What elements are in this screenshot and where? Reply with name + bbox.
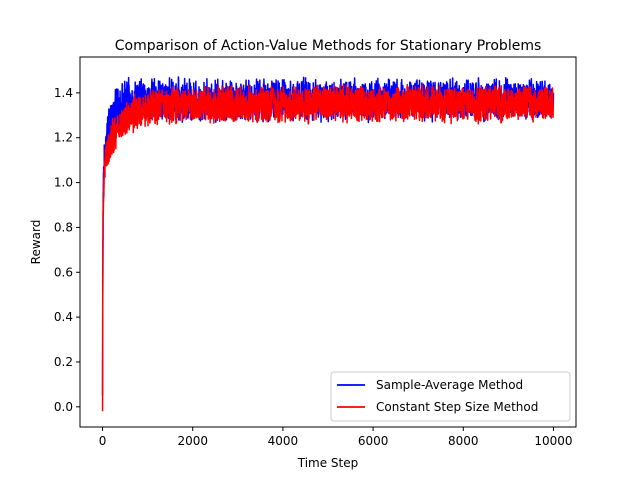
y-tick-label: 0.0 [54, 400, 73, 414]
legend-label-sample-average: Sample-Average Method [376, 378, 523, 392]
x-tick-label: 8000 [448, 434, 479, 448]
x-tick-label: 4000 [268, 434, 299, 448]
x-tick-label: 2000 [177, 434, 208, 448]
y-tick-label: 0.4 [54, 310, 73, 324]
x-axis-label: Time Step [297, 456, 359, 470]
y-tick-label: 0.8 [54, 220, 73, 234]
y-tick-label: 1.2 [54, 131, 73, 145]
legend: Sample-Average Method Constant Step Size… [330, 371, 571, 422]
y-tick-label: 0.2 [54, 355, 73, 369]
series-line-constant-step [101, 83, 555, 412]
x-tick-label: 6000 [358, 434, 389, 448]
x-tick-label: 0 [99, 434, 107, 448]
chart-title: Comparison of Action-Value Methods for S… [115, 38, 542, 54]
axes-frame [79, 56, 577, 428]
y-axis: 0.0 0.2 0.4 0.6 0.8 1.0 1.2 1.4 [54, 86, 80, 414]
x-tick-label: 10000 [534, 434, 572, 448]
legend-label-constant-step: Constant Step Size Method [376, 400, 538, 414]
legend-box [330, 371, 571, 422]
x-axis: 0 2000 4000 6000 8000 10000 [99, 427, 573, 448]
y-tick-label: 1.0 [54, 176, 73, 190]
plot-area [101, 76, 555, 412]
y-tick-label: 1.4 [54, 86, 73, 100]
y-tick-label: 0.6 [54, 265, 73, 279]
y-axis-label: Reward [29, 220, 43, 265]
